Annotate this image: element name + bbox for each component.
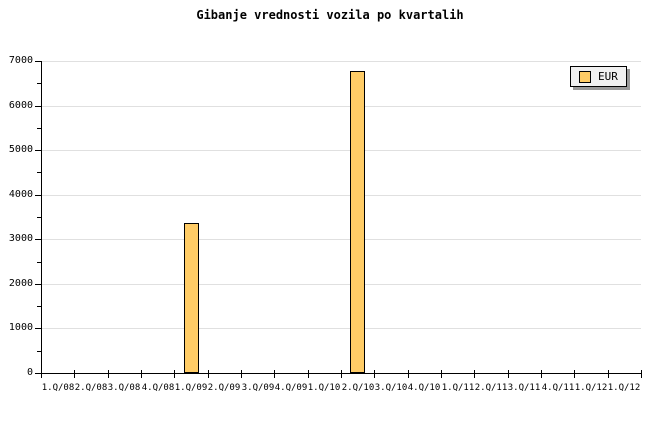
- x-tick-label: 3.Q/09: [241, 383, 275, 393]
- y-major-tick: [35, 239, 41, 240]
- x-tick: [208, 370, 209, 378]
- y-gridline: [41, 239, 641, 240]
- x-tick: [574, 370, 575, 378]
- x-tick: [74, 370, 75, 378]
- legend-swatch-eur: [579, 70, 591, 83]
- x-tick-label: 3.Q/10: [374, 383, 408, 393]
- x-tick-label: 1.Q/10: [307, 383, 341, 393]
- y-minor-tick: [37, 217, 41, 218]
- x-tick: [541, 370, 542, 378]
- x-tick-label: 2.Q/10: [341, 383, 375, 393]
- x-tick: [308, 370, 309, 378]
- x-tick-label: 2.Q/08: [74, 383, 108, 393]
- x-tick-label: 2.Q/11: [474, 383, 508, 393]
- x-tick: [241, 370, 242, 378]
- x-tick: [274, 370, 275, 378]
- y-minor-tick: [37, 172, 41, 173]
- bar-2.Q/10: [350, 71, 365, 373]
- y-major-tick: [35, 328, 41, 329]
- x-tick-label: 1.Q/12: [607, 383, 641, 393]
- y-tick-label: 1000: [8, 322, 33, 333]
- y-minor-tick: [37, 262, 41, 263]
- x-tick-label: 3.Q/08: [107, 383, 141, 393]
- y-tick-label: 0: [26, 367, 33, 378]
- x-tick: [408, 370, 409, 378]
- y-tick-label: 7000: [8, 55, 33, 66]
- y-minor-tick: [37, 351, 41, 352]
- y-major-tick: [35, 106, 41, 107]
- y-major-tick: [35, 284, 41, 285]
- x-tick-label: 4.Q/08: [141, 383, 175, 393]
- x-tick: [374, 370, 375, 378]
- y-major-tick: [35, 195, 41, 196]
- x-tick: [441, 370, 442, 378]
- y-minor-tick: [37, 128, 41, 129]
- x-tick-label: 1.Q/12: [574, 383, 608, 393]
- y-tick-label: 4000: [8, 189, 33, 200]
- y-gridline: [41, 106, 641, 107]
- y-axis-line: [41, 61, 42, 374]
- y-tick-label: 5000: [8, 144, 33, 155]
- y-gridline: [41, 150, 641, 151]
- y-major-tick: [35, 373, 41, 374]
- y-gridline: [41, 61, 641, 62]
- y-minor-tick: [37, 306, 41, 307]
- y-minor-tick: [37, 83, 41, 84]
- x-tick-label: 4.Q/11: [541, 383, 575, 393]
- x-tick-label: 4.Q/10: [407, 383, 441, 393]
- chart-title: Gibanje vrednosti vozila po kvartalih: [196, 8, 464, 22]
- y-major-tick: [35, 61, 41, 62]
- x-tick: [341, 370, 342, 378]
- x-tick-label: 3.Q/11: [507, 383, 541, 393]
- x-tick: [508, 370, 509, 378]
- x-tick: [141, 370, 142, 378]
- y-tick-label: 3000: [8, 233, 33, 244]
- y-gridline: [41, 328, 641, 329]
- x-tick: [608, 370, 609, 378]
- x-tick: [41, 370, 42, 378]
- x-tick: [174, 370, 175, 378]
- x-tick-label: 1.Q/08: [41, 383, 75, 393]
- y-major-tick: [35, 150, 41, 151]
- x-tick: [108, 370, 109, 378]
- legend: EUR: [570, 66, 627, 87]
- x-tick-label: 4.Q/09: [274, 383, 308, 393]
- x-tick: [474, 370, 475, 378]
- y-tick-label: 6000: [8, 100, 33, 111]
- x-tick: [641, 370, 642, 378]
- x-tick-label: 1.Q/09: [174, 383, 208, 393]
- x-tick-label: 2.Q/09: [207, 383, 241, 393]
- x-tick-label: 1.Q/11: [441, 383, 475, 393]
- legend-label: EUR: [598, 70, 618, 83]
- bar-1.Q/09: [184, 223, 199, 373]
- y-gridline: [41, 284, 641, 285]
- y-gridline: [41, 195, 641, 196]
- y-tick-label: 2000: [8, 278, 33, 289]
